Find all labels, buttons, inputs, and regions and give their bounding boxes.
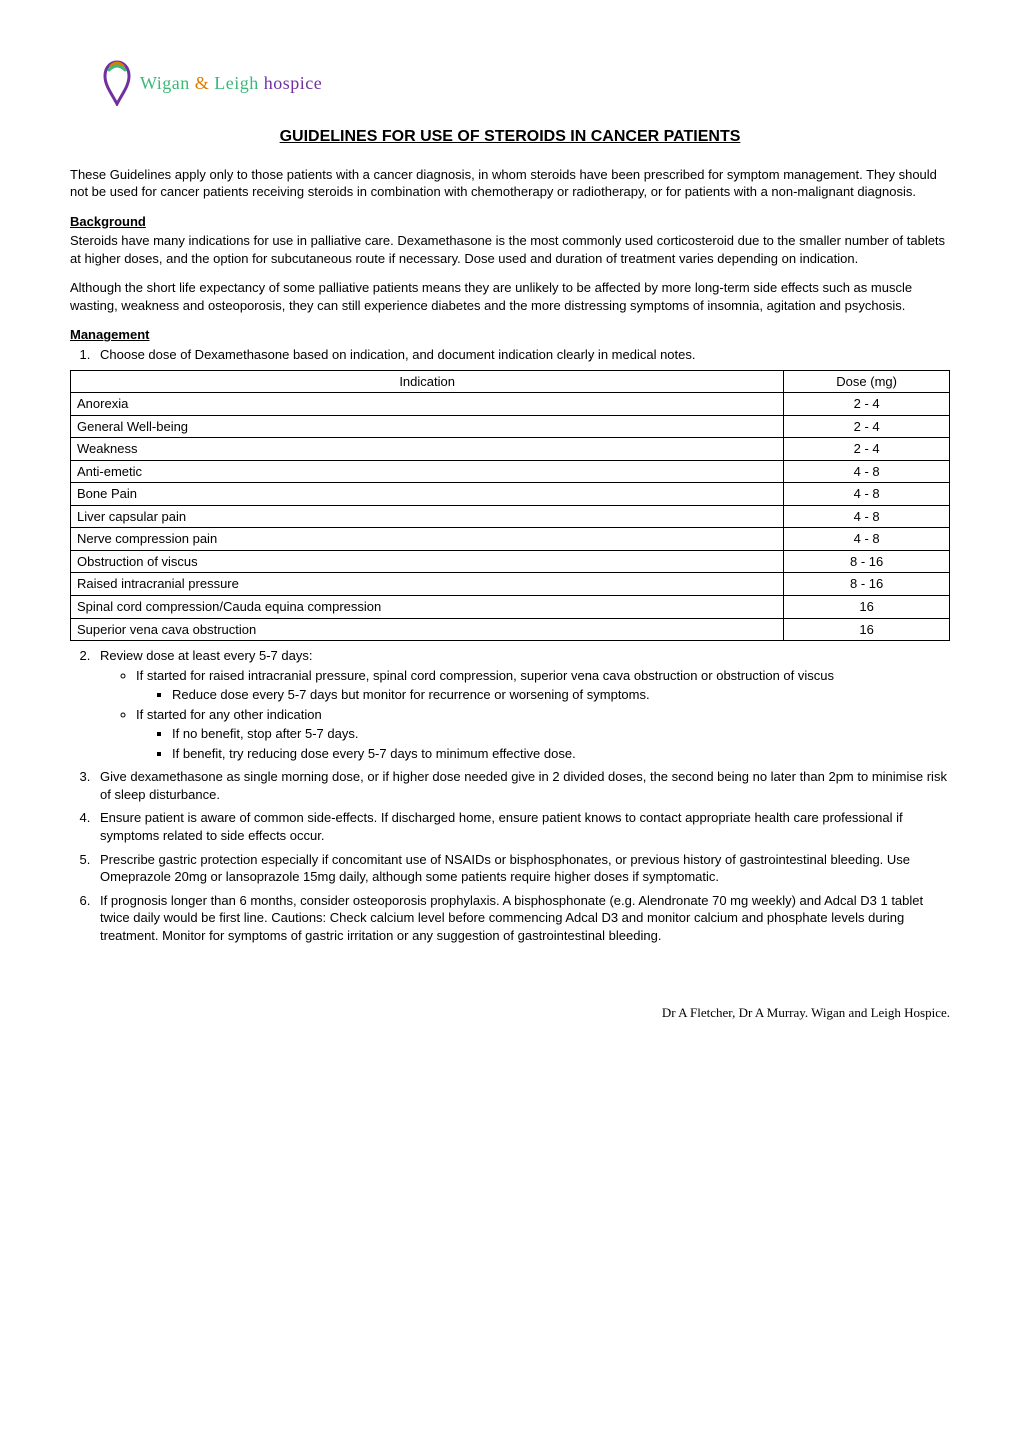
mgmt-item-2b1: If no benefit, stop after 5-7 days. [172, 725, 950, 743]
dose-col-dose: Dose (mg) [784, 370, 950, 393]
mgmt-item-2a: If started for raised intracranial press… [136, 667, 950, 704]
mgmt-item-5: Prescribe gastric protection especially … [94, 851, 950, 886]
page-footer: Dr A Fletcher, Dr A Murray. Wigan and Le… [70, 1004, 950, 1022]
table-row: Superior vena cava obstruction16 [71, 618, 950, 641]
cell-ind: Spinal cord compression/Cauda equina com… [71, 595, 784, 618]
logo: Wigan & Leigh hospice [100, 60, 950, 106]
logo-amp: & [195, 73, 210, 93]
cell-ind: Liver capsular pain [71, 505, 784, 528]
cell-ind: General Well-being [71, 415, 784, 438]
management-list-cont: Review dose at least every 5-7 days: If … [94, 647, 950, 944]
mgmt-item-2-sublist: If started for raised intracranial press… [136, 667, 950, 763]
logo-word-hospice: hospice [264, 73, 322, 93]
cell-dose: 2 - 4 [784, 438, 950, 461]
mgmt-item-2a1: Reduce dose every 5-7 days but monitor f… [172, 686, 950, 704]
logo-word-wigan: Wigan [140, 73, 190, 93]
management-heading: Management [70, 326, 950, 344]
cell-dose: 4 - 8 [784, 505, 950, 528]
mgmt-item-2b-text: If started for any other indication [136, 707, 322, 722]
cell-ind: Bone Pain [71, 483, 784, 506]
table-row: Nerve compression pain4 - 8 [71, 528, 950, 551]
cell-dose: 16 [784, 595, 950, 618]
dose-col-indication: Indication [71, 370, 784, 393]
mgmt-item-3: Give dexamethasone as single morning dos… [94, 768, 950, 803]
cell-ind: Obstruction of viscus [71, 550, 784, 573]
table-row: Bone Pain4 - 8 [71, 483, 950, 506]
logo-mark-icon [100, 60, 134, 106]
management-list: Choose dose of Dexamethasone based on in… [94, 346, 950, 364]
intro-paragraph: These Guidelines apply only to those pat… [70, 166, 950, 201]
background-p1: Steroids have many indications for use i… [70, 232, 950, 267]
table-row: General Well-being2 - 4 [71, 415, 950, 438]
mgmt-item-4: Ensure patient is aware of common side-e… [94, 809, 950, 844]
table-row: Anti-emetic4 - 8 [71, 460, 950, 483]
background-heading: Background [70, 213, 950, 231]
cell-dose: 8 - 16 [784, 550, 950, 573]
table-row: Anorexia2 - 4 [71, 393, 950, 416]
page-title: GUIDELINES FOR USE OF STEROIDS IN CANCER… [70, 126, 950, 148]
logo-word-leigh: Leigh [214, 73, 259, 93]
cell-dose: 16 [784, 618, 950, 641]
mgmt-item-2b2: If benefit, try reducing dose every 5-7 … [172, 745, 950, 763]
cell-ind: Anti-emetic [71, 460, 784, 483]
mgmt-item-2b: If started for any other indication If n… [136, 706, 950, 763]
background-p2: Although the short life expectancy of so… [70, 279, 950, 314]
cell-ind: Anorexia [71, 393, 784, 416]
cell-dose: 8 - 16 [784, 573, 950, 596]
mgmt-item-6: If prognosis longer than 6 months, consi… [94, 892, 950, 945]
cell-dose: 4 - 8 [784, 460, 950, 483]
logo-text: Wigan & Leigh hospice [140, 71, 322, 95]
cell-ind: Weakness [71, 438, 784, 461]
cell-dose: 2 - 4 [784, 415, 950, 438]
cell-dose: 4 - 8 [784, 528, 950, 551]
cell-dose: 4 - 8 [784, 483, 950, 506]
cell-dose: 2 - 4 [784, 393, 950, 416]
table-row: Spinal cord compression/Cauda equina com… [71, 595, 950, 618]
cell-ind: Raised intracranial pressure [71, 573, 784, 596]
table-row: Raised intracranial pressure8 - 16 [71, 573, 950, 596]
mgmt-item-2-text: Review dose at least every 5-7 days: [100, 648, 312, 663]
cell-ind: Superior vena cava obstruction [71, 618, 784, 641]
table-row: Liver capsular pain4 - 8 [71, 505, 950, 528]
mgmt-item-2: Review dose at least every 5-7 days: If … [94, 647, 950, 762]
mgmt-item-2a-text: If started for raised intracranial press… [136, 668, 834, 683]
mgmt-item-1: Choose dose of Dexamethasone based on in… [94, 346, 950, 364]
table-row: Obstruction of viscus8 - 16 [71, 550, 950, 573]
dose-table: Indication Dose (mg) Anorexia2 - 4 Gener… [70, 370, 950, 642]
mgmt-item-2b-sub: If no benefit, stop after 5-7 days. If b… [172, 725, 950, 762]
table-row: Weakness2 - 4 [71, 438, 950, 461]
mgmt-item-2a-sub: Reduce dose every 5-7 days but monitor f… [172, 686, 950, 704]
cell-ind: Nerve compression pain [71, 528, 784, 551]
